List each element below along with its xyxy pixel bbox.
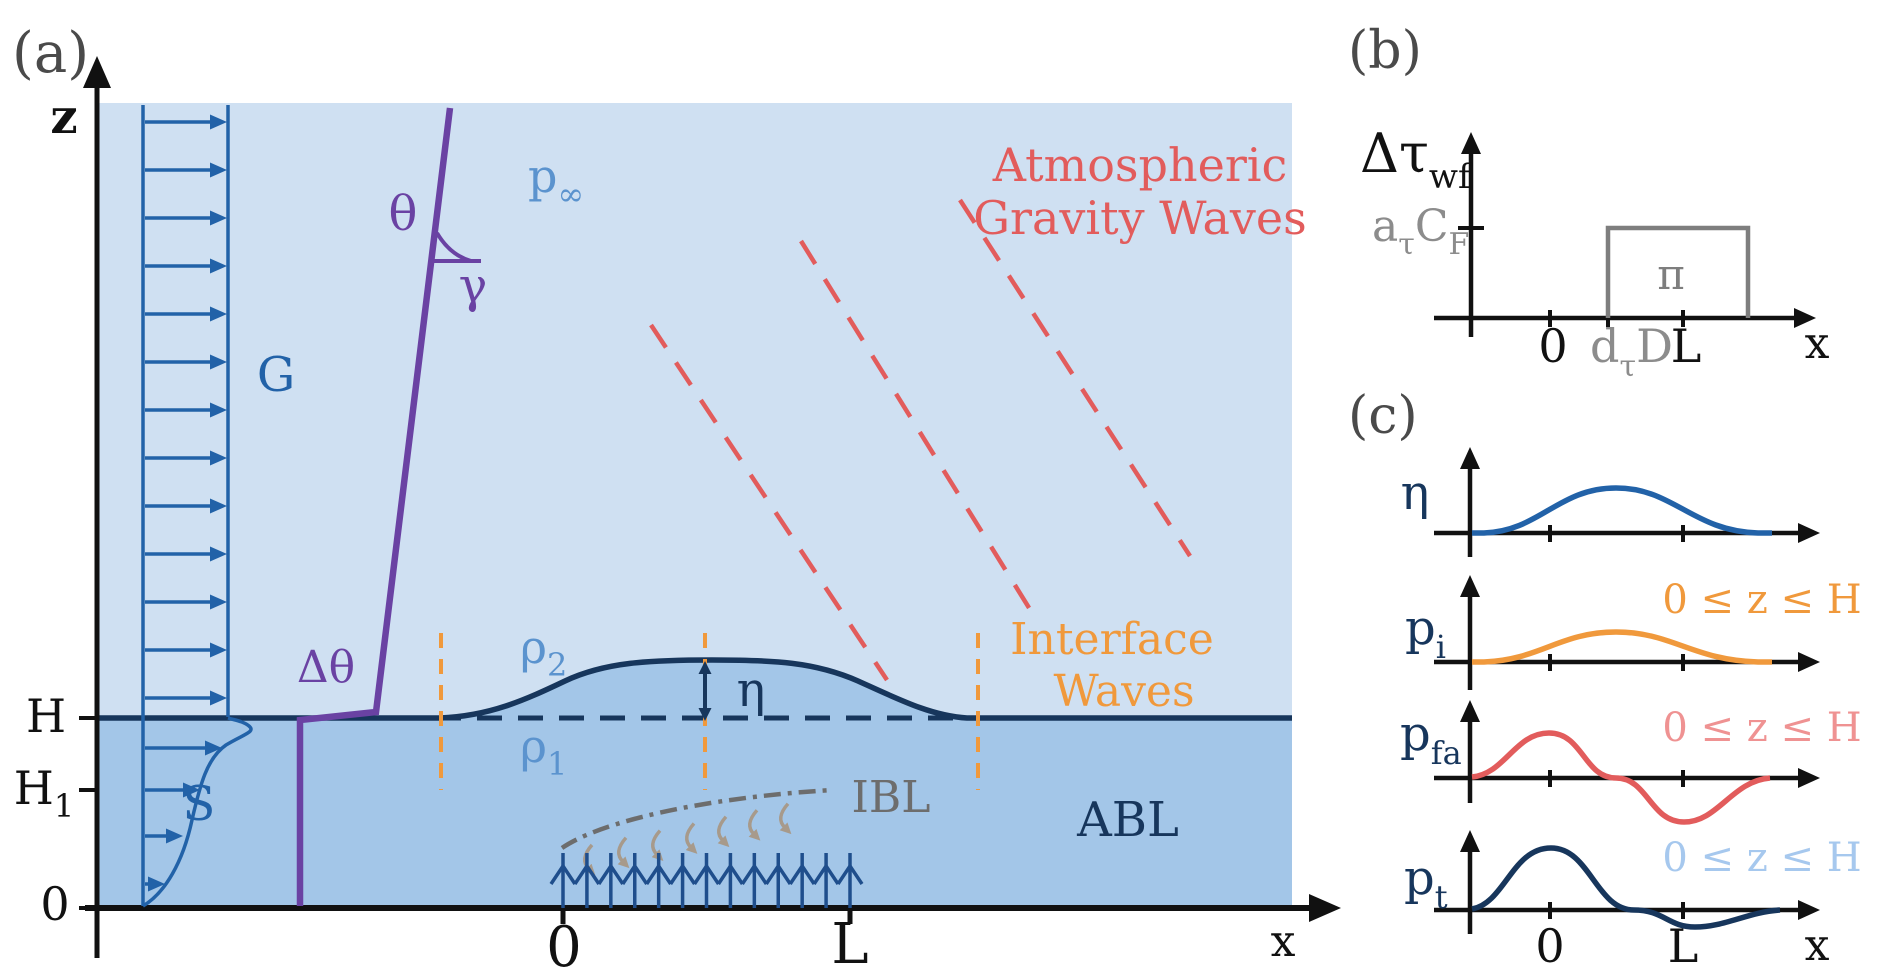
wind-turbine-blades-icon bbox=[573, 862, 601, 885]
theta-label: θ bbox=[389, 186, 418, 242]
interface-line bbox=[99, 657, 1292, 721]
panel-b-label: (b) bbox=[1348, 21, 1422, 81]
wind-turbine-blades-icon bbox=[812, 862, 840, 885]
H1-tick-label: H1 bbox=[14, 761, 74, 825]
wind-turbine-blades-icon bbox=[788, 862, 816, 885]
x-zero-tick-label: 0 bbox=[546, 915, 582, 980]
entrainment-arrow bbox=[651, 829, 664, 861]
interface-waves-label-line2: Waves bbox=[1053, 666, 1194, 717]
ibl-label: IBL bbox=[852, 772, 931, 823]
x-axis-ticks-panel-a bbox=[560, 905, 853, 924]
panel-c-x-label: x bbox=[1805, 920, 1830, 971]
stress-boxcar-outline bbox=[1605, 225, 1751, 318]
geostrophic-wind-arrows bbox=[145, 114, 227, 706]
wind-turbine-blades-icon bbox=[597, 862, 625, 885]
panel-c-pi-condition: 0 ≤ z ≤ H bbox=[1662, 577, 1861, 623]
atmospheric-gravity-waves-label-line2: Gravity Waves bbox=[973, 191, 1306, 245]
wind-turbine-blades-icon bbox=[549, 862, 577, 885]
gamma-angle-arc bbox=[435, 231, 472, 263]
z-axis-label: z bbox=[50, 89, 77, 145]
panel-c-pfa-condition: 0 ≤ z ≤ H bbox=[1662, 705, 1861, 751]
rho2-label: ρ2 bbox=[520, 620, 567, 684]
shear-label: S bbox=[183, 776, 216, 832]
panel-c-label: (c) bbox=[1348, 386, 1418, 446]
p-infinity-label: p∞ bbox=[528, 149, 584, 213]
eta-curve bbox=[1472, 485, 1772, 536]
pfa-curve bbox=[1471, 730, 1771, 825]
panel-c-pt-condition: 0 ≤ z ≤ H bbox=[1662, 835, 1861, 881]
boxcar-pi-label: π bbox=[1657, 250, 1685, 299]
delta-theta-label: Δθ bbox=[297, 642, 355, 693]
z-axis-ticks bbox=[79, 716, 98, 910]
panel-b-dtau-D-label: dτD bbox=[1590, 319, 1673, 384]
wind-turbine-blades-icon bbox=[669, 862, 697, 885]
H-tick-label: H bbox=[26, 689, 66, 743]
wind-turbine-blades-icon bbox=[693, 862, 720, 885]
panel-c-eta-label: η bbox=[1401, 465, 1430, 521]
entrainment-arrow bbox=[617, 836, 630, 869]
panel-b-x-label: x bbox=[1805, 318, 1830, 369]
gravity-wave-rays bbox=[649, 198, 1192, 682]
z-zero-tick-label: 0 bbox=[40, 877, 69, 931]
panel-c-pt-ticks bbox=[1548, 902, 1685, 919]
wind-turbine-blades-icon bbox=[645, 862, 673, 885]
panel-c-pi-ticks bbox=[1548, 654, 1685, 671]
gamma-label: γ bbox=[459, 258, 488, 314]
panel-b-ticks bbox=[1458, 226, 1685, 327]
x-axis-label-panel-a: x bbox=[1271, 916, 1296, 967]
atmospheric-gravity-waves-label-line1: Atmospheric bbox=[992, 138, 1288, 192]
x-L-tick-label: L bbox=[831, 912, 868, 977]
entrainment-arrow bbox=[685, 822, 698, 854]
pt-curve bbox=[1471, 845, 1781, 930]
wind-turbine-blades-icon bbox=[740, 862, 768, 885]
wind-turbine-blades-icon bbox=[764, 862, 792, 885]
panel-b-zero-label: 0 bbox=[1538, 319, 1567, 373]
pi-curve bbox=[1472, 629, 1772, 665]
panel-c-L-label: L bbox=[1668, 919, 1699, 973]
panel-a-label: (a) bbox=[12, 21, 89, 86]
free-atmosphere-region bbox=[99, 103, 1292, 718]
geostrophic-wind-label: G bbox=[257, 347, 295, 403]
entrainment-arrow bbox=[717, 815, 730, 848]
wind-turbine-blades-icon bbox=[621, 862, 649, 885]
panel-c-pt-label: pt bbox=[1404, 850, 1448, 916]
shear-profile-curve bbox=[142, 716, 253, 908]
delta-tau-wf-axis-label: Δτwf bbox=[1360, 122, 1473, 197]
entrainment-arrow bbox=[779, 802, 792, 835]
gravity-wave-ray bbox=[649, 323, 889, 682]
panel-b-L-label: L bbox=[1671, 319, 1702, 373]
panel-c-pfa-label: pfa bbox=[1400, 706, 1462, 772]
entrainment-arrow bbox=[748, 809, 761, 841]
shear-wind-arrows bbox=[145, 740, 222, 892]
panel-c-pfa-ticks bbox=[1548, 770, 1685, 787]
wind-turbine-blades-icon bbox=[836, 862, 864, 885]
potential-temperature-profile bbox=[296, 107, 454, 906]
rho1-label: ρ1 bbox=[520, 719, 567, 783]
panel-c-eta-ticks bbox=[1548, 525, 1685, 542]
eta-label: η bbox=[737, 662, 766, 718]
wind-farm-turbines bbox=[549, 853, 864, 908]
wind-turbine-blades-icon bbox=[716, 862, 744, 885]
ibl-growth-line bbox=[560, 787, 833, 850]
interface-waves-label-line1: Interface bbox=[1010, 614, 1214, 665]
gravity-wave-ray bbox=[799, 239, 1038, 621]
a-tau-CF-tick-label: aτCF bbox=[1372, 201, 1469, 262]
abl-label: ABL bbox=[1076, 792, 1179, 848]
panel-c-pi-label: pi bbox=[1405, 600, 1446, 666]
gravity-wave-ray bbox=[958, 198, 1192, 558]
panel-c-zero-label: 0 bbox=[1535, 919, 1564, 973]
